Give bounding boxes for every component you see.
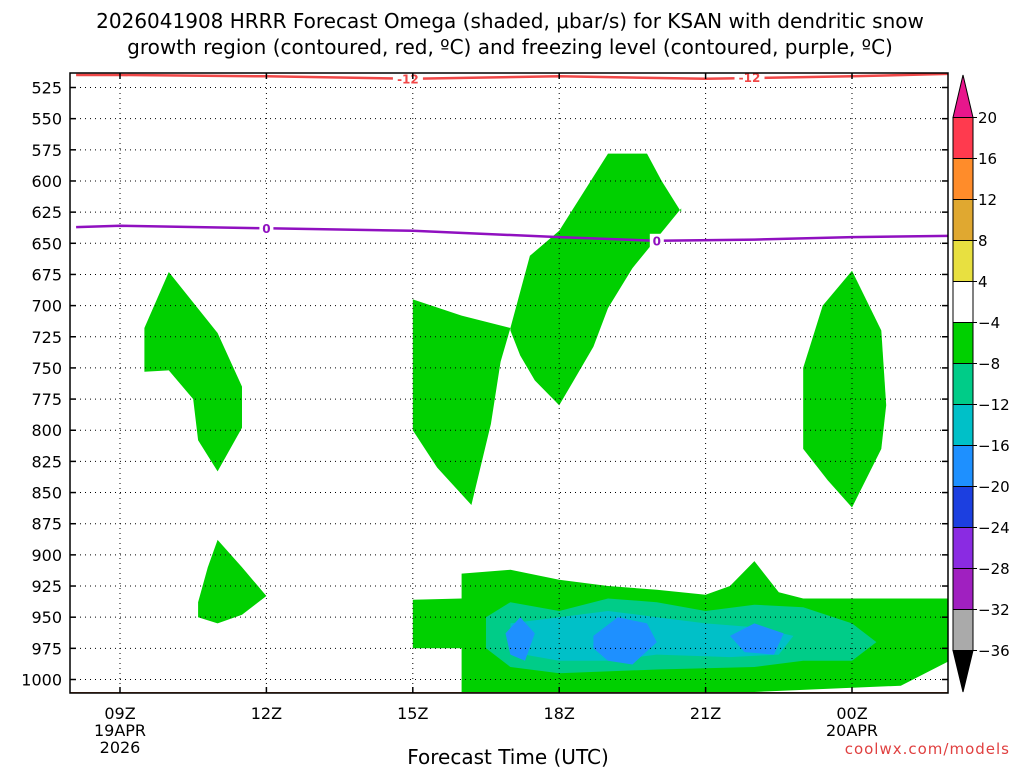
colorbar-label: 12 <box>978 191 997 209</box>
colorbar-box <box>952 117 974 159</box>
colorbar-label: 4 <box>978 273 988 291</box>
omega-region-9 <box>593 617 657 665</box>
x-tick-label: 12Z <box>251 704 282 723</box>
colorbar-label: −4 <box>978 314 1000 332</box>
omega-region-0 <box>144 272 242 472</box>
colorbar-box <box>952 527 974 569</box>
y-tick-label: 875 <box>31 515 62 534</box>
chart-title-line2: growth region (contoured, red, ºC) and f… <box>127 35 893 59</box>
omega-region-8 <box>505 617 535 661</box>
freezing-level-label-bg <box>259 221 274 236</box>
colorbar-label: −12 <box>978 396 1010 414</box>
colorbar-label: −24 <box>978 519 1010 537</box>
dgz-contour-label: -12 <box>397 72 419 86</box>
colorbar: 20 16 12 8 4 −4 −8 −12 −16 −20 −24 −28 −32 −36 <box>952 74 1010 693</box>
colorbar-box <box>952 609 974 651</box>
y-tick-label: 925 <box>31 577 62 596</box>
y-tick-label: 750 <box>31 359 62 378</box>
contours: -12 -12 0 0 <box>76 71 948 248</box>
y-tick-label: 1000 <box>21 671 62 690</box>
x-tick-year: 2026 <box>100 738 141 757</box>
grid <box>70 73 948 693</box>
omega-region-3 <box>803 270 887 508</box>
x-tick-label: 18Z <box>544 704 575 723</box>
colorbar-label: −36 <box>978 642 1010 660</box>
colorbar-label: −20 <box>978 478 1010 496</box>
colorbar-box <box>952 322 974 364</box>
y-tick-label: 675 <box>31 265 62 284</box>
y-tick-label: 625 <box>31 203 62 222</box>
colorbar-box <box>952 568 974 610</box>
omega-shading <box>70 153 948 693</box>
y-tick-label: 775 <box>31 390 62 409</box>
y-tick-label: 600 <box>31 172 62 191</box>
omega-region-4 <box>198 539 267 624</box>
omega-region-10 <box>730 623 784 655</box>
dgz-contour-label-bg <box>392 73 423 86</box>
colorbar-label: 8 <box>978 232 988 250</box>
colorbar-box <box>952 199 974 241</box>
y-tick-label: 550 <box>31 110 62 129</box>
colorbar-label: 16 <box>978 150 997 168</box>
colorbar-label: −8 <box>978 355 1000 373</box>
x-tick-date: 19APR <box>94 721 146 740</box>
freezing-level-label: 0 <box>262 222 270 236</box>
colorbar-top-arrow <box>952 74 974 118</box>
y-tick-label: 975 <box>31 639 62 658</box>
x-tick-label: 15Z <box>397 704 428 723</box>
y-tick-label: 700 <box>31 297 62 316</box>
dgz-contour-line <box>76 73 948 81</box>
colorbar-bottom-arrow <box>952 650 974 693</box>
freezing-level-label: 0 <box>653 234 661 248</box>
y-tick-label: 900 <box>31 546 62 565</box>
colorbar-box <box>952 158 974 200</box>
x-tick-label: 00Z <box>836 704 867 723</box>
y-tick-label: 800 <box>31 421 62 440</box>
y-tick-label: 950 <box>31 608 62 627</box>
y-axis: 525 550 575 600 625 650 675 700 725 750 775 800 825 8… <box>21 79 948 690</box>
y-tick-label: 525 <box>31 79 62 98</box>
colorbar-box <box>952 281 974 323</box>
x-tick-date: 20APR <box>826 721 878 740</box>
x-tick-label: 09Z <box>104 704 135 723</box>
y-tick-label: 725 <box>31 328 62 347</box>
colorbar-label: −16 <box>978 437 1010 455</box>
y-tick-label: 825 <box>31 452 62 471</box>
dgz-contour-label-bg <box>734 73 765 85</box>
omega-region-1 <box>412 299 511 505</box>
x-tick-label: 21Z <box>690 704 721 723</box>
freezing-level-line <box>76 224 948 243</box>
freezing-level-label-bg <box>649 233 664 248</box>
y-tick-label: 650 <box>31 234 62 253</box>
colorbar-label: −32 <box>978 601 1010 619</box>
credit-text[interactable]: coolwx.com/models <box>845 740 1010 758</box>
colorbar-label: 20 <box>978 109 997 127</box>
colorbar-box <box>952 486 974 528</box>
colorbar-box <box>952 404 974 446</box>
plot-frame <box>69 72 949 694</box>
colorbar-box <box>952 363 974 405</box>
colorbar-box <box>952 240 974 282</box>
colorbar-label: −28 <box>978 560 1010 578</box>
y-tick-label: 850 <box>31 484 62 503</box>
chart-title-line1: 2026041908 HRRR Forecast Omega (shaded, … <box>96 9 924 33</box>
colorbar-box <box>952 445 974 487</box>
x-axis-label: Forecast Time (UTC) <box>407 745 609 768</box>
dgz-contour-label: -12 <box>739 71 761 85</box>
y-tick-label: 575 <box>31 141 62 160</box>
omega-region-2 <box>510 153 682 406</box>
